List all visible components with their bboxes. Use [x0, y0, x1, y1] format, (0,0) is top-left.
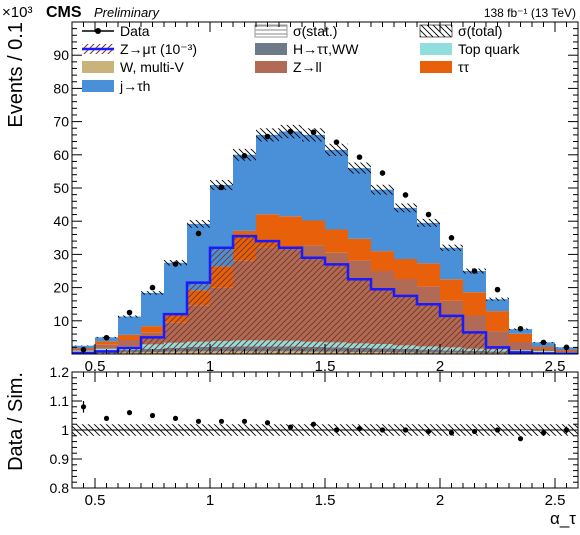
ratio-y-axis-label: Data / Sim.: [5, 372, 27, 471]
data-point: [287, 128, 294, 135]
ratio-y-tick-label: 1.1: [50, 393, 70, 409]
ratio-point: [356, 425, 363, 432]
legend-total-swatch: [419, 24, 453, 38]
y-tick-label: 50: [53, 180, 69, 196]
data-point: [172, 261, 179, 267]
data-point: [241, 152, 248, 159]
legend-stat-swatch: [254, 24, 288, 38]
legend: Data σ(stat.) σ(total) Z→μτ (10⁻³) H→ττ,WW To…: [82, 23, 520, 94]
ratio-x-tick-label: 0.5: [85, 492, 106, 509]
ratio-point: [402, 427, 409, 433]
ratio-point: [195, 418, 202, 424]
data-point: [379, 170, 386, 176]
ratio-x-tick-label: 2.5: [545, 492, 566, 509]
legend-label-tautau: ττ: [458, 59, 470, 75]
ratio-point: [471, 428, 478, 435]
ratio-point: [172, 415, 179, 421]
y-exponent: ×10³: [2, 4, 32, 21]
legend-label-data: Data: [120, 23, 150, 39]
stack-jtau: [72, 131, 578, 351]
data-point: [448, 235, 455, 241]
data-point: [402, 192, 409, 198]
ratio-point: [149, 412, 156, 419]
x-tick-label: 1: [206, 358, 214, 375]
ratio-y-tick-label: 1.2: [50, 364, 70, 380]
y-tick-label: 90: [53, 47, 69, 63]
legend-label-stat: σ(stat.): [293, 23, 337, 39]
legend-data-marker: [95, 28, 101, 34]
ratio-point: [103, 415, 110, 421]
legend-label-signal: Z→μτ (10⁻³): [120, 41, 197, 57]
ratio-point: [494, 427, 501, 433]
y-tick-label: 40: [53, 213, 69, 229]
legend-swatch-wjets: [82, 61, 114, 73]
data-point: [356, 154, 363, 160]
ratio-x-tick-label: 1.5: [315, 492, 336, 509]
legend-swatch-zll: [255, 61, 287, 73]
x-tick-label: 2.5: [545, 358, 566, 375]
lumi-label: 138 fb⁻¹ (13 TeV): [484, 6, 576, 20]
data-point: [103, 334, 110, 341]
ratio-point: [379, 427, 386, 433]
legend-label-htautau: H→ττ,WW: [293, 41, 359, 57]
data-point: [149, 284, 156, 291]
ratio-y-tick-label: 0.9: [50, 451, 70, 467]
data-point: [540, 339, 547, 346]
data-point: [310, 129, 317, 136]
data-point: [333, 139, 340, 145]
ratio-point: [563, 427, 570, 433]
data-point: [425, 211, 432, 218]
ratio-point: [241, 418, 248, 424]
y-tick-label: 30: [53, 246, 69, 262]
ratio-point: [287, 424, 294, 430]
ratio-point: [80, 404, 87, 410]
y-tick-label: 10: [53, 313, 69, 329]
legend-swatch-jtau: [82, 80, 114, 92]
legend-label-wjets: W, multi-V: [120, 59, 184, 75]
data-point: [195, 230, 202, 237]
ratio-x-tick-label: 1: [206, 492, 214, 509]
ratio-point: [448, 430, 455, 436]
x-tick-label: 0.5: [85, 358, 106, 375]
signal-line: [72, 234, 578, 354]
legend-swatch-htautau: [255, 43, 287, 55]
legend-label-zll: Z→ll: [293, 59, 322, 75]
stack-tautau: [72, 214, 578, 352]
signal-hatch: [72, 236, 578, 354]
legend-swatch-tautau: [420, 61, 452, 73]
legend-label-top: Top quark: [458, 41, 520, 57]
data-point: [563, 344, 570, 351]
top-y-axis-label: Events / 0.1: [5, 22, 27, 128]
legend-label-jtau: j→τh: [119, 78, 150, 94]
ratio-point: [264, 420, 271, 426]
ratio-point: [218, 418, 225, 424]
ratio-point: [540, 430, 547, 436]
y-tick-label: 70: [53, 114, 69, 130]
legend-swatch-top: [420, 43, 452, 55]
ratio-point: [425, 428, 432, 435]
experiment-label: CMS: [46, 4, 82, 21]
ratio-point: [126, 410, 133, 416]
ratio-y-tick-label: 1: [61, 422, 69, 438]
y-tick-label: 60: [53, 147, 69, 163]
data-point: [471, 268, 478, 274]
x-tick-label: 1.5: [315, 358, 336, 375]
data-point: [494, 286, 501, 293]
status-label: Preliminary: [94, 5, 161, 20]
ratio-point: [333, 427, 340, 433]
data-point: [517, 325, 524, 332]
ratio-x-tick-label: 2: [436, 492, 444, 509]
data-point: [126, 309, 133, 316]
x-tick-label: 2: [436, 358, 444, 375]
data-point: [218, 184, 225, 191]
ratio-point: [310, 421, 317, 427]
data-point: [264, 133, 271, 140]
ratio-point: [517, 436, 524, 442]
ratio-y-tick-label: 0.8: [50, 480, 70, 496]
y-tick-label: 80: [53, 80, 69, 96]
y-tick-label: 20: [53, 280, 69, 296]
x-axis-label: α_τ: [550, 509, 576, 528]
legend-label-total: σ(total): [458, 23, 502, 39]
